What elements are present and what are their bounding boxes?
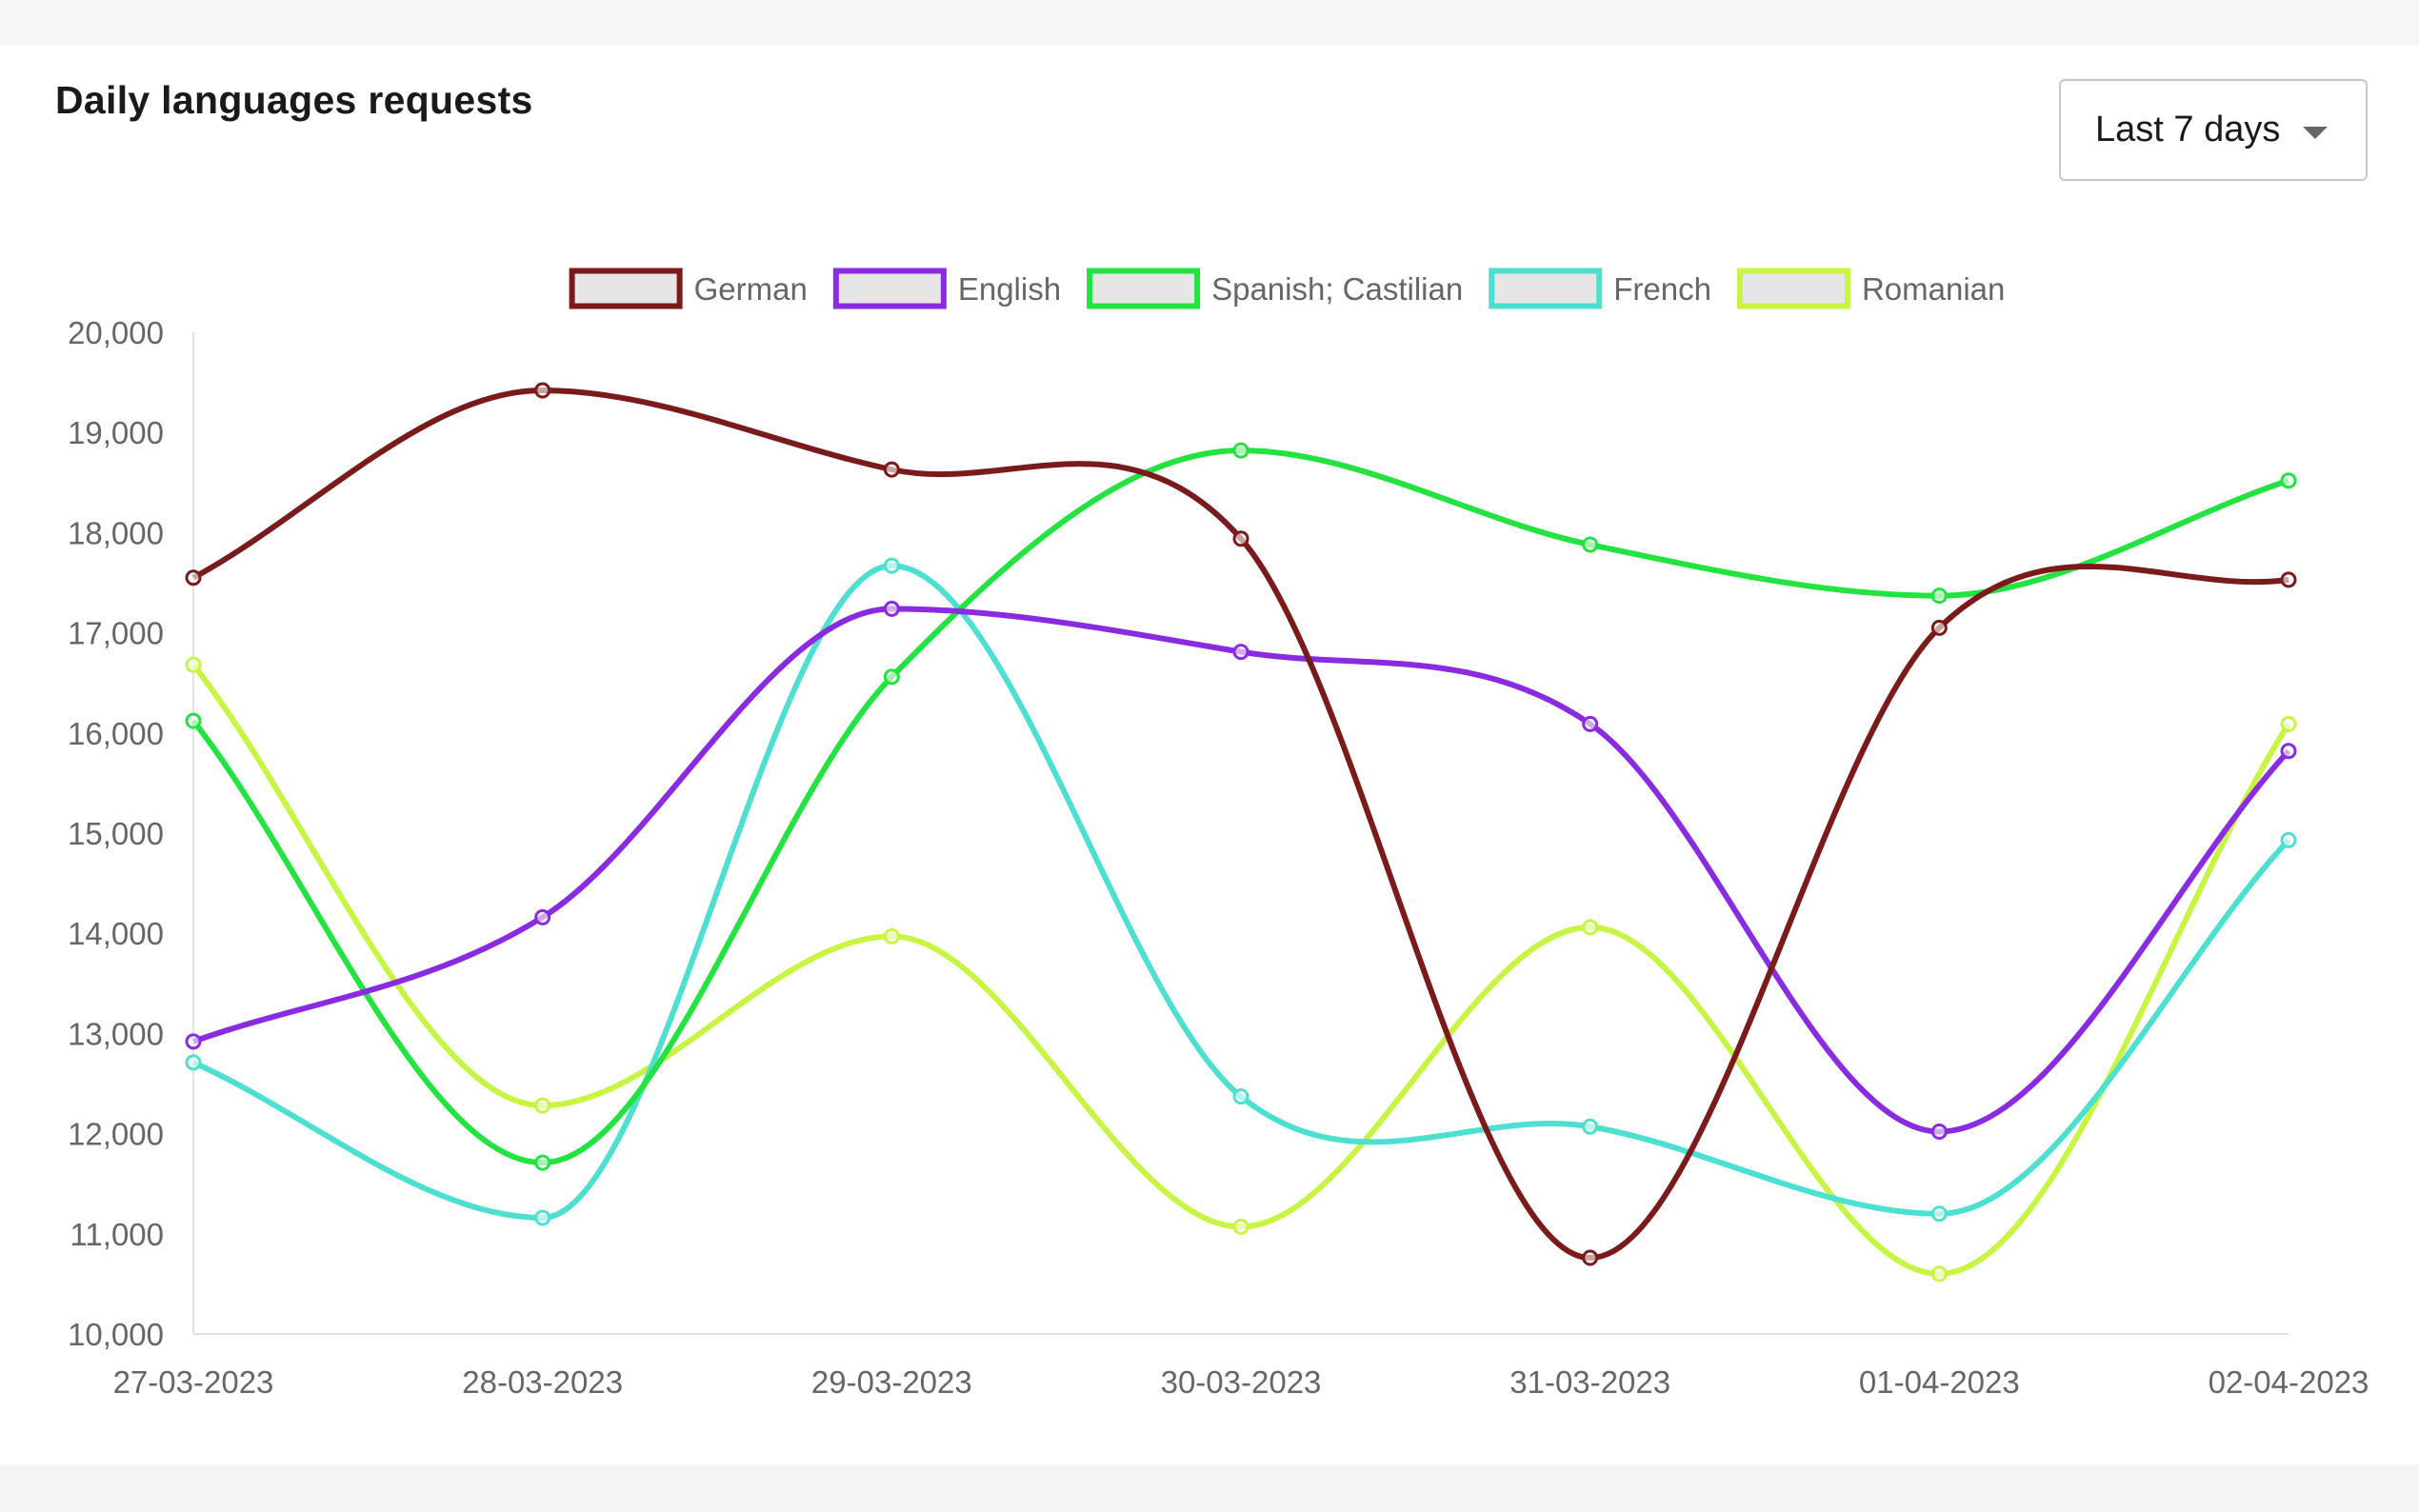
top-band [0,0,2419,46]
y-tick-label: 11,000 [70,1217,164,1252]
chevron-down-icon [2303,127,2328,139]
data-point-spanish-castilian [1930,587,1948,605]
data-point-french [1582,1118,1599,1135]
y-tick-label: 17,000 [68,616,164,651]
data-point-english [1930,1123,1948,1140]
y-tick-label: 13,000 [68,1016,164,1051]
legend-label-spanish-castilian: Spanish; Castilian [1211,271,1463,307]
y-tick-label: 14,000 [68,916,164,951]
legend-label-german: German [694,271,808,307]
legend-label-english: English [958,271,1061,307]
series-line-french [191,563,2291,1221]
x-tick-label: 30-03-2023 [1161,1364,1322,1400]
y-tick-label: 18,000 [68,515,164,550]
data-point-romanian [1930,1265,1948,1283]
x-tick-label: 31-03-2023 [1509,1364,1670,1400]
data-point-spanish-castilian [534,1154,551,1171]
data-point-romanian [883,927,900,945]
data-point-french [185,1054,202,1071]
y-tick-label: 12,000 [68,1117,164,1152]
date-range-dropdown[interactable]: Last 7 days [2059,79,2368,181]
data-point-romanian [1582,919,1599,936]
legend-swatch-german [569,268,683,309]
date-range-value: Last 7 days [2095,109,2281,149]
x-tick-label: 02-04-2023 [2209,1364,2369,1400]
data-point-spanish-castilian [883,668,900,686]
y-tick-label: 16,000 [68,716,164,751]
x-tick-label: 28-03-2023 [462,1364,623,1400]
data-point-romanian [185,656,202,673]
data-point-french [883,557,900,574]
data-point-english [2280,743,2297,760]
data-point-french [1930,1205,1948,1223]
bottom-band [0,1464,2419,1512]
series-line-german [191,388,2289,1262]
data-point-romanian [534,1097,551,1114]
series-line-english [191,606,2291,1135]
legend-label-french: French [1613,271,1711,307]
series-line-spanish-castilian [190,448,2289,1166]
data-point-spanish-castilian [1582,536,1599,553]
data-point-german [2280,571,2297,588]
data-point-german [185,569,202,587]
series-line-romanian [190,663,2291,1277]
x-tick-label: 29-03-2023 [811,1364,972,1400]
legend-swatch-romanian [1736,268,1850,309]
data-point-english [1582,715,1599,732]
data-point-german [1930,619,1948,636]
legend-label-romanian: Romanian [1862,271,2005,307]
y-tick-label: 10,000 [68,1317,164,1352]
legend-swatch-english [832,268,947,309]
data-point-french [1232,1088,1249,1105]
data-point-french [2280,831,2297,848]
legend-swatch-french [1489,268,1603,309]
y-tick-label: 19,000 [68,415,164,450]
data-point-german [1582,1249,1599,1266]
data-point-german [883,461,900,478]
y-tick-label: 20,000 [68,315,164,350]
chart-title: Daily languages requests [55,78,533,122]
data-point-spanish-castilian [1232,442,1249,459]
data-point-german [1232,530,1249,547]
x-tick-label: 01-04-2023 [1859,1364,2020,1400]
data-point-romanian [2280,715,2297,732]
y-tick-label: 15,000 [68,816,164,851]
data-point-english [883,600,900,617]
legend-swatch-spanish-castilian [1087,268,1201,309]
data-point-spanish-castilian [185,712,202,729]
x-tick-label: 27-03-2023 [113,1364,274,1400]
data-point-spanish-castilian [2280,472,2297,489]
data-point-romanian [1232,1218,1249,1235]
data-point-german [534,382,551,399]
data-point-french [534,1209,551,1226]
data-point-english [1232,644,1249,661]
data-point-english [534,908,551,925]
data-point-english [185,1033,202,1050]
